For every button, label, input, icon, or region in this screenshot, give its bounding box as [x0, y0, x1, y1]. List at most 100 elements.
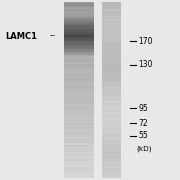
Bar — [102, 51, 121, 52]
Bar — [102, 153, 121, 154]
Bar — [64, 29, 94, 30]
Bar — [64, 19, 94, 20]
Bar — [102, 61, 121, 62]
Bar — [102, 159, 121, 160]
Bar — [64, 66, 94, 67]
Bar — [64, 142, 94, 143]
Bar — [102, 151, 121, 152]
Bar — [102, 169, 121, 170]
Bar — [64, 58, 94, 59]
Bar — [102, 99, 121, 100]
Bar — [64, 133, 94, 134]
Bar — [64, 160, 94, 161]
Bar — [64, 64, 94, 65]
Bar — [64, 129, 94, 130]
Bar — [64, 135, 94, 136]
Bar — [102, 71, 121, 72]
Bar — [64, 35, 94, 36]
Bar — [64, 151, 94, 152]
Bar — [102, 4, 121, 5]
Bar — [64, 7, 94, 8]
Bar — [102, 74, 121, 75]
Bar — [102, 87, 121, 88]
Bar — [102, 67, 121, 68]
Bar — [102, 29, 121, 30]
Bar — [102, 72, 121, 73]
Bar — [64, 126, 94, 127]
Bar — [64, 100, 94, 101]
Bar — [64, 45, 94, 46]
Bar — [102, 135, 121, 136]
Bar — [64, 103, 94, 104]
Bar — [102, 158, 121, 159]
Bar — [64, 16, 94, 17]
Bar — [64, 28, 94, 29]
Bar — [64, 47, 94, 48]
Bar — [102, 103, 121, 104]
Bar — [64, 149, 94, 150]
Bar — [102, 125, 121, 126]
Bar — [102, 14, 121, 15]
Bar — [102, 105, 121, 106]
Bar — [64, 25, 94, 26]
Bar — [102, 156, 121, 157]
Bar — [64, 59, 94, 60]
Text: 170: 170 — [139, 37, 153, 46]
Bar — [102, 108, 121, 109]
Bar — [102, 47, 121, 48]
Bar — [102, 90, 121, 91]
Bar — [102, 37, 121, 38]
Bar — [102, 142, 121, 143]
Bar — [102, 46, 121, 47]
Bar — [64, 56, 94, 57]
Bar — [64, 14, 94, 15]
Bar — [102, 115, 121, 116]
Bar — [64, 75, 94, 76]
Text: 55: 55 — [139, 131, 148, 140]
Bar — [64, 157, 94, 158]
Bar — [64, 65, 94, 66]
Bar — [64, 74, 94, 75]
Bar — [102, 83, 121, 84]
Bar — [102, 173, 121, 174]
Bar — [102, 163, 121, 164]
Bar — [64, 125, 94, 126]
Bar — [64, 113, 94, 114]
Bar — [102, 49, 121, 50]
Bar — [64, 44, 94, 45]
Bar — [64, 86, 94, 87]
Bar — [102, 40, 121, 41]
Bar — [64, 38, 94, 39]
Bar — [64, 30, 94, 31]
Bar — [64, 152, 94, 153]
Bar — [64, 154, 94, 155]
Bar — [64, 136, 94, 137]
Bar — [64, 172, 94, 173]
Bar — [64, 55, 94, 56]
Bar — [64, 53, 94, 54]
Bar — [64, 61, 94, 62]
Bar — [64, 62, 94, 63]
Bar — [64, 23, 94, 24]
Bar — [102, 73, 121, 74]
Bar — [102, 122, 121, 123]
Bar — [102, 6, 121, 7]
Bar — [102, 68, 121, 69]
Bar — [102, 131, 121, 132]
Bar — [64, 11, 94, 12]
Bar — [102, 172, 121, 173]
Bar — [102, 58, 121, 59]
Bar — [64, 69, 94, 70]
Bar — [102, 134, 121, 135]
Bar — [102, 26, 121, 27]
Bar — [102, 128, 121, 129]
Bar — [64, 117, 94, 118]
Bar — [102, 174, 121, 175]
Bar — [64, 32, 94, 33]
Bar — [64, 112, 94, 113]
Bar — [102, 116, 121, 117]
Bar — [64, 92, 94, 93]
Bar — [64, 50, 94, 51]
Bar — [102, 132, 121, 133]
Bar — [102, 66, 121, 67]
